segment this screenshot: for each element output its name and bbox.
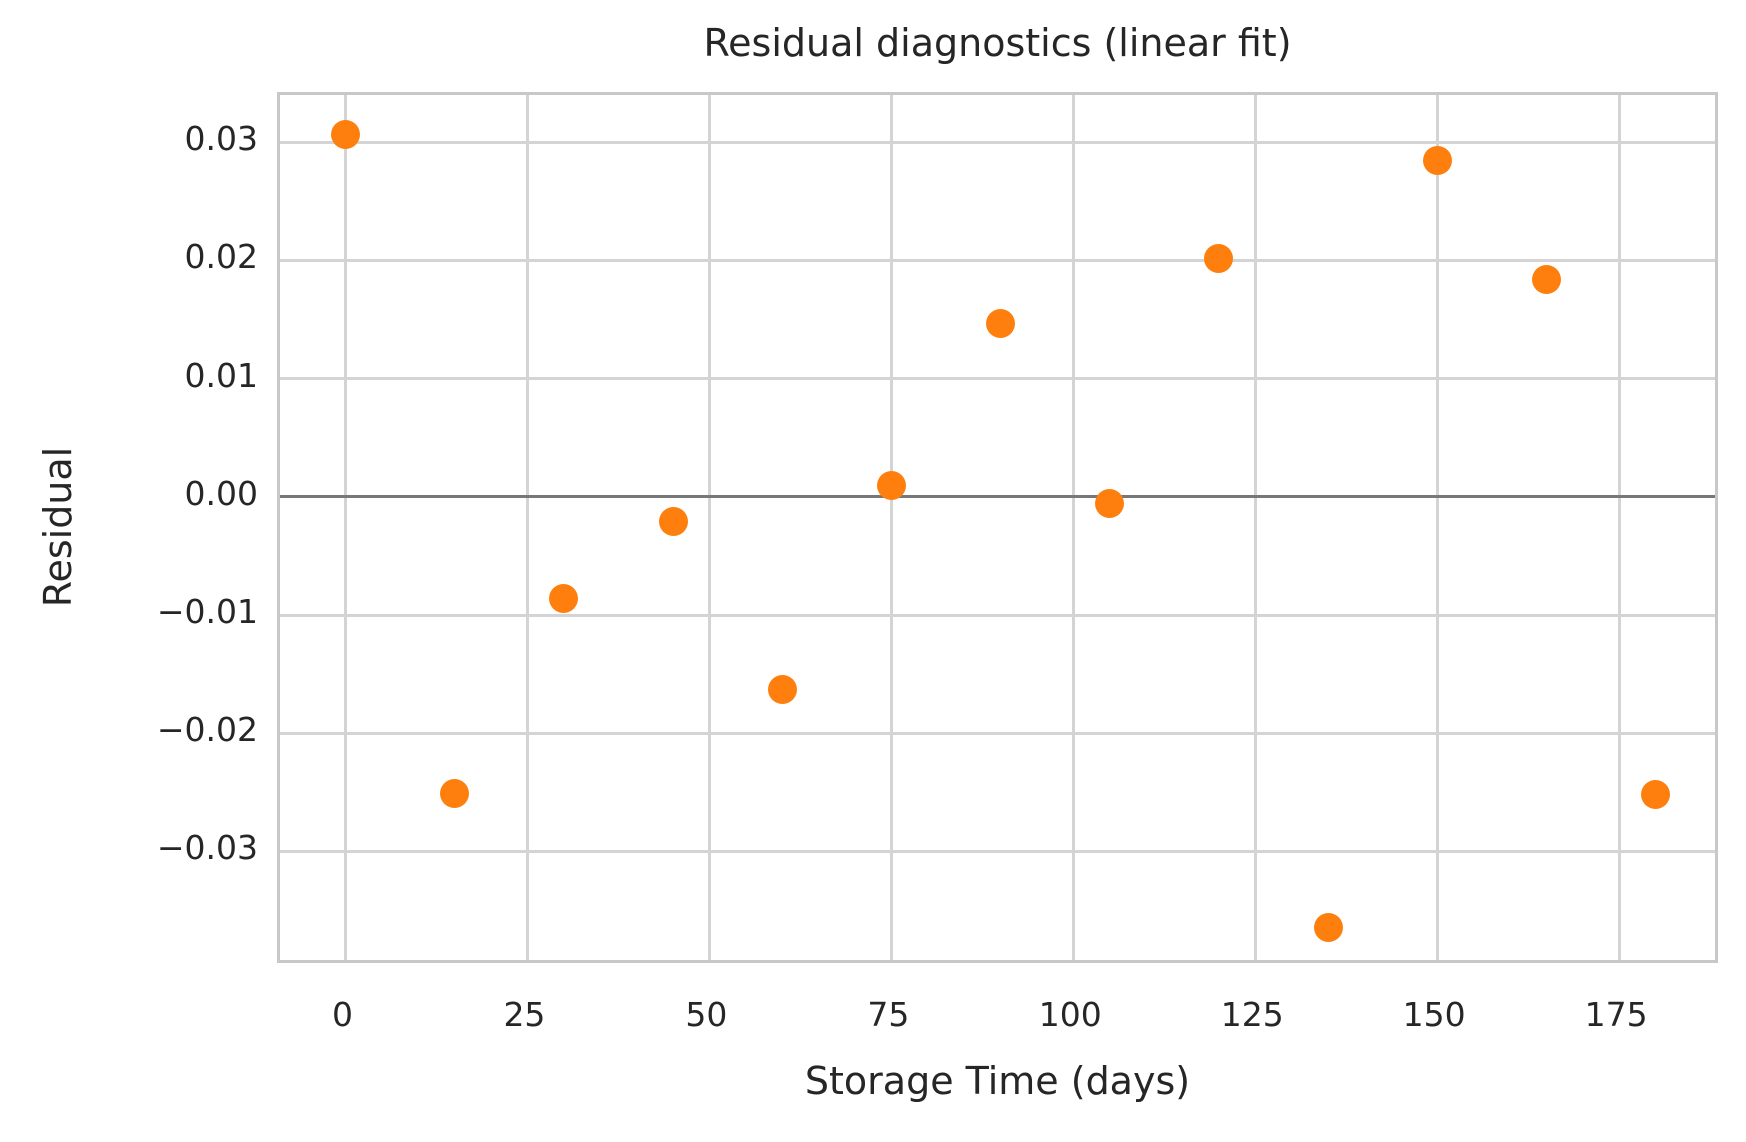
x-gridline (1435, 95, 1439, 960)
y-tick-label: −0.02 (156, 710, 258, 750)
x-tick-label: 150 (1402, 995, 1466, 1034)
data-point (767, 674, 797, 704)
data-point (331, 119, 360, 149)
y-gridline (280, 377, 1715, 381)
x-gridline (1253, 95, 1257, 960)
data-point (986, 308, 1015, 338)
x-gridline (1071, 95, 1075, 960)
y-gridline (280, 613, 1715, 617)
y-tick-label: 0.03 (184, 119, 258, 159)
data-point (876, 470, 906, 500)
x-tick-label: 125 (1220, 995, 1284, 1034)
y-tick-label: 0.01 (184, 355, 258, 395)
y-gridline (280, 849, 1715, 853)
data-point (1204, 243, 1234, 273)
x-tick-label: 175 (1584, 995, 1648, 1034)
y-gridline (280, 140, 1715, 144)
x-gridline (1617, 95, 1621, 960)
data-point (1641, 780, 1670, 810)
y-tick-label: −0.03 (156, 828, 258, 868)
data-point (549, 583, 579, 613)
x-axis-label: Storage Time (days) (804, 1059, 1191, 1103)
x-tick-label: 0 (332, 995, 353, 1034)
x-tick-label: 50 (685, 995, 728, 1034)
data-point (1095, 489, 1125, 519)
x-gridline (889, 95, 893, 960)
y-axis-label: Residual (36, 446, 80, 608)
y-tick-label: 0.02 (184, 237, 258, 277)
x-tick-label: 75 (867, 995, 910, 1034)
x-gridline (344, 95, 347, 960)
x-tick-label: 100 (1038, 995, 1102, 1034)
plot-area (277, 92, 1718, 963)
zero-reference-line (280, 495, 1715, 499)
chart-title: Residual diagnostics (linear fit) (703, 21, 1292, 65)
y-tick-label: −0.01 (156, 592, 258, 631)
y-gridline (280, 731, 1715, 735)
x-gridline (525, 95, 529, 960)
y-tick-label: 0.00 (184, 473, 258, 513)
y-gridline (280, 258, 1715, 262)
data-point (1531, 264, 1561, 294)
data-point (440, 778, 470, 808)
x-gridline (707, 95, 711, 960)
data-point (1422, 145, 1452, 175)
data-point (658, 507, 688, 537)
data-point (1313, 912, 1343, 942)
x-tick-label: 25 (503, 995, 546, 1034)
